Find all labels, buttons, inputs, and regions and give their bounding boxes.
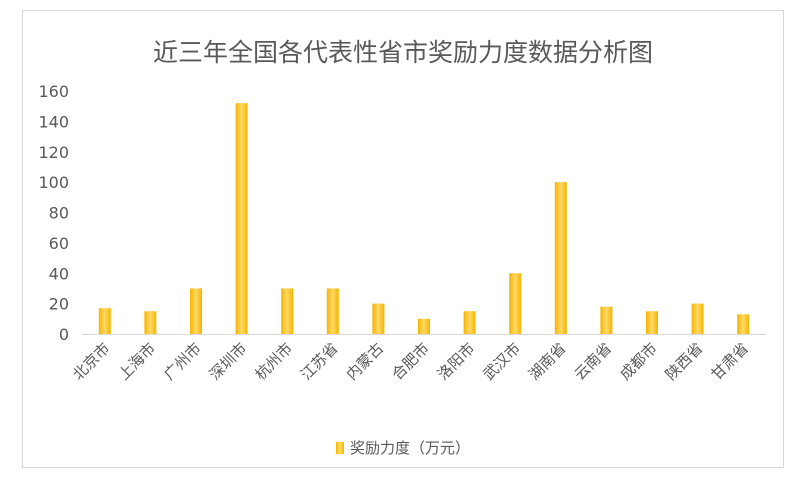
y-tick-label: 80 xyxy=(49,204,69,223)
y-tick-label: 60 xyxy=(49,234,69,253)
y-tick-label: 140 xyxy=(38,112,69,131)
y-tick-label: 100 xyxy=(38,173,69,192)
y-tick-label: 20 xyxy=(49,295,69,314)
bar xyxy=(326,288,339,334)
bar xyxy=(646,311,658,334)
y-tick-label: 0 xyxy=(59,325,69,344)
x-tick-label: 成都市 xyxy=(616,339,661,384)
y-axis: 0 20 40 60 80 100 120 140 160 xyxy=(38,82,69,344)
bar xyxy=(144,311,157,334)
y-tick-label: 40 xyxy=(49,264,69,283)
bar xyxy=(281,288,294,334)
x-tick-label: 陕西省 xyxy=(662,339,707,384)
bar xyxy=(235,103,248,335)
bar xyxy=(418,318,430,334)
x-tick-label: 江苏省 xyxy=(297,339,342,384)
bar xyxy=(554,182,567,334)
legend-label: 奖励力度（万元） xyxy=(349,439,470,457)
x-tick-label: 内蒙古 xyxy=(343,339,388,384)
x-tick-label: 北京市 xyxy=(69,339,114,384)
bar xyxy=(737,314,750,334)
x-axis: 北京市 上海市 广州市 深圳市 杭州市 江苏省 内蒙古 合肥市 洛阳市 武汉市 湖南省 云南省 成都市陕… xyxy=(69,334,766,384)
bar xyxy=(509,273,522,334)
bar xyxy=(372,303,385,334)
bar xyxy=(600,306,613,334)
bar xyxy=(463,311,476,334)
x-tick-label: 甘肃省 xyxy=(707,339,752,384)
bar xyxy=(691,303,704,334)
y-tick-label: 120 xyxy=(38,143,69,162)
x-tick-label: 洛阳市 xyxy=(434,339,479,384)
x-tick-label: 广州市 xyxy=(160,339,205,384)
x-tick-label: 合肥市 xyxy=(388,339,433,384)
y-tick-label: 160 xyxy=(38,82,69,101)
chart-legend: 奖励力度（万元） xyxy=(23,437,783,458)
x-tick-label: 云南省 xyxy=(571,339,616,384)
x-tick-label: 深圳市 xyxy=(206,339,251,384)
legend-swatch xyxy=(335,441,344,454)
bars xyxy=(98,103,750,335)
x-tick-label: 上海市 xyxy=(115,339,160,384)
x-tick-label: 杭州市 xyxy=(251,339,296,384)
bar xyxy=(98,308,111,334)
chart-title: 近三年全国各代表性省市奖励力度数据分析图 xyxy=(152,38,653,67)
x-tick-label: 湖南省 xyxy=(525,339,570,384)
bar xyxy=(190,288,202,334)
x-tick-label: 武汉市 xyxy=(479,339,524,384)
chart-frame: 近三年全国各代表性省市奖励力度数据分析图 奖励力度（万元） xyxy=(22,10,784,468)
